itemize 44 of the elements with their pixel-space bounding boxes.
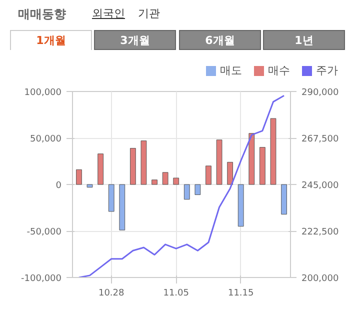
bar — [119, 184, 126, 230]
bar — [98, 154, 104, 185]
text: 1개월 — [10, 30, 92, 50]
text: 기관 — [138, 6, 160, 22]
bar — [206, 166, 212, 185]
bar — [194, 184, 201, 195]
y2-tick-label: 245,000 — [302, 181, 339, 191]
bar — [108, 184, 114, 212]
bar — [76, 169, 82, 185]
bar — [152, 180, 158, 185]
y-tick-label: 100,000 — [24, 88, 62, 98]
x-tick-label: 10.28 — [98, 288, 125, 298]
legend-label: 주가 — [316, 63, 338, 79]
legend-label: 매도 — [220, 63, 242, 79]
legend-label: 매수 — [268, 63, 290, 79]
bar — [173, 178, 180, 185]
y2-tick-label: 267,500 — [302, 134, 339, 144]
bar — [86, 184, 93, 188]
text: 외국인 — [92, 6, 125, 22]
line-series — [78, 94, 285, 278]
y-tick-label: -100,000 — [21, 274, 62, 284]
y-tick-label: 0 — [56, 181, 62, 191]
bar — [184, 184, 190, 200]
y2-tick-label: 200,000 — [302, 274, 339, 284]
y-tick-label: -50,000 — [26, 228, 62, 238]
chart-title: 매매동향 — [18, 6, 66, 23]
bar — [227, 162, 234, 185]
bar — [281, 184, 287, 215]
bar — [216, 140, 222, 185]
x-tick-label: 11.05 — [163, 288, 189, 298]
text: 1년 — [263, 30, 345, 50]
y2-tick-label: 290,000 — [302, 88, 339, 98]
bar — [238, 184, 244, 227]
text: 3개월 — [94, 30, 176, 50]
bar — [270, 118, 276, 185]
x-tick-label: 11.15 — [228, 288, 254, 298]
bar — [140, 140, 147, 185]
bar — [259, 147, 266, 185]
y-tick-label: 50,000 — [30, 134, 62, 144]
bar — [130, 148, 136, 185]
y2-tick-label: 222,500 — [302, 228, 339, 238]
text: 6개월 — [179, 30, 261, 50]
bar — [162, 172, 168, 185]
bar — [248, 133, 255, 185]
